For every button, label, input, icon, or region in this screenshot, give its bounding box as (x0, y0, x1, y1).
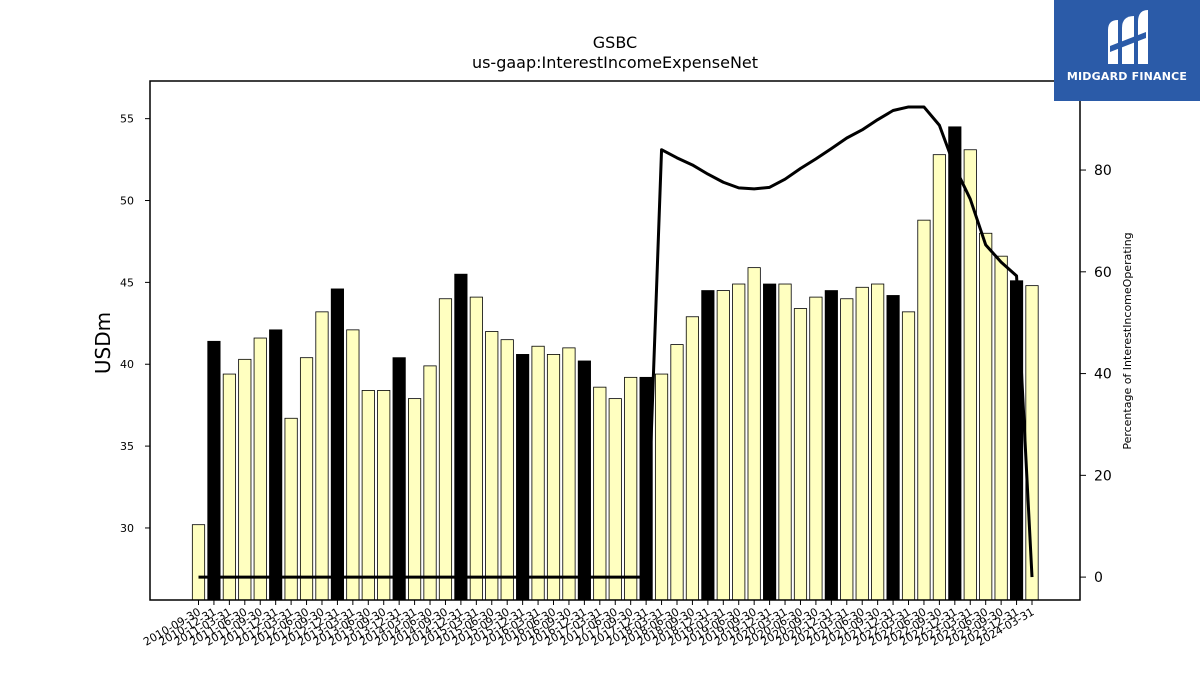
bar-2022-09-30 (932, 154, 946, 601)
bar-2023-09-30 (994, 255, 1008, 601)
percentage-line-layer (198, 105, 1034, 579)
bar-2014-09-30 (438, 298, 453, 601)
y2-tick-label: 80 (1094, 163, 1112, 179)
bar-2017-03-31 (593, 386, 607, 601)
bar-2020-03-31 (778, 283, 792, 601)
bar-2014-12-31 (454, 273, 468, 601)
bar-2019-03-31 (716, 290, 730, 601)
bar-2011-06-30 (238, 358, 252, 601)
bar-2020-12-31 (824, 290, 838, 601)
bar-2012-12-31 (330, 288, 344, 601)
y-tick-label: 35 (120, 440, 134, 453)
y2-axis-label: Percentage of InterestIncomeOperating (1121, 232, 1134, 449)
percentage-line (198, 105, 1034, 579)
bar-2013-06-30 (361, 390, 375, 601)
bar-2020-06-30 (793, 308, 808, 601)
bar-2012-06-30 (299, 357, 314, 601)
bar-2016-03-31 (531, 345, 545, 601)
brand-logo-text: MIDGARD FINANCE (1066, 70, 1188, 83)
bar-2018-09-30 (685, 316, 700, 601)
bar-2022-12-31 (948, 126, 962, 601)
bar-2013-09-30 (377, 390, 391, 601)
bars (191, 126, 1039, 601)
bar-2012-03-31 (284, 417, 298, 601)
bar-2010-09-30 (191, 524, 206, 601)
bar-2022-06-30 (917, 219, 931, 601)
y2-tick-label: 0 (1094, 570, 1103, 586)
bar-2016-09-30 (562, 347, 576, 601)
y-tick-label: 45 (120, 276, 134, 289)
bar-2019-12-31 (763, 283, 777, 601)
bar-2020-09-30 (809, 296, 823, 601)
y-tick-label: 30 (120, 522, 134, 535)
y-tick-label: 55 (120, 113, 134, 126)
brand-logo: MIDGARD FINANCE (1054, 0, 1200, 101)
y2-tick-label: 20 (1094, 468, 1112, 484)
bar-2011-03-31 (222, 373, 236, 601)
bar-2021-03-31 (840, 298, 854, 601)
midgard-logo-icon (1108, 10, 1148, 64)
bar-2023-03-31 (963, 149, 977, 601)
bar-2013-03-31 (346, 329, 360, 601)
bar-2022-03-31 (901, 311, 916, 601)
bar-2010-12-31 (207, 340, 221, 601)
bar-2012-09-30 (315, 311, 329, 601)
bar-2021-12-31 (886, 295, 900, 601)
bar-2013-12-31 (392, 357, 406, 601)
y-tick-label: 40 (120, 358, 134, 371)
y-tick-label: 50 (120, 195, 134, 208)
chart-subtitle: us-gaap:InterestIncomeExpenseNet (472, 53, 758, 72)
bar-2018-03-31 (654, 373, 669, 601)
bar-2015-03-31 (469, 296, 483, 601)
bar-2021-06-30 (855, 286, 869, 601)
bar-2017-09-30 (624, 376, 638, 601)
bar-2018-06-30 (670, 344, 684, 601)
bar-2018-12-31 (701, 290, 715, 601)
bar-2016-06-30 (546, 354, 561, 601)
bar-2011-09-30 (253, 337, 267, 601)
bar-2019-06-30 (732, 283, 746, 601)
bar-2023-06-30 (979, 232, 993, 601)
bar-2023-12-31 (1009, 280, 1024, 601)
chart-title: GSBC (593, 33, 637, 52)
bar-2014-03-31 (408, 398, 422, 601)
bar-2016-12-31 (577, 360, 591, 601)
x-axis: 2010-09-302010-12-312011-03-312011-06-30… (141, 600, 1037, 649)
bar-2019-09-30 (747, 267, 761, 601)
y2-tick-label: 40 (1094, 367, 1112, 383)
bar-2014-06-30 (423, 365, 437, 601)
y-axis-label: USDm (91, 312, 115, 374)
bar-2015-12-31 (516, 354, 530, 601)
bar-2011-12-31 (269, 329, 283, 601)
bar-2017-06-30 (608, 398, 622, 601)
y-axis-right: 0 20 40 60 80 (1080, 163, 1112, 586)
bar-2015-06-30 (485, 331, 499, 601)
bar-2021-09-30 (871, 283, 885, 601)
bar-2015-09-30 (500, 339, 514, 601)
y2-tick-label: 60 (1094, 265, 1112, 281)
y-axis-left: 30 35 40 45 50 55 (120, 113, 150, 535)
